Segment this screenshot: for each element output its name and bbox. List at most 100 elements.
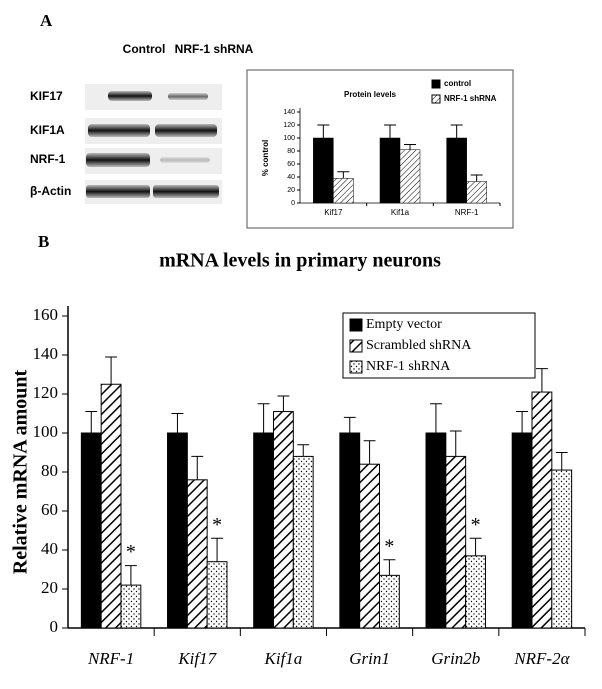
bar — [466, 181, 487, 204]
error-bar — [384, 124, 396, 138]
bar — [339, 432, 361, 629]
error-bar — [257, 403, 270, 433]
error-bar — [404, 144, 416, 150]
error-bar — [470, 174, 483, 182]
y-tick-label: 120 — [33, 383, 59, 402]
legend-label: Empty vector — [366, 317, 442, 332]
legend-label: NRF-1 shRNA — [444, 94, 497, 103]
legend-swatch — [349, 339, 363, 353]
y-tick-label: 80 — [287, 148, 295, 155]
error-bar — [343, 416, 356, 433]
x-tick-label: NRF-1 — [87, 649, 134, 668]
y-tick-label: 140 — [33, 344, 59, 363]
x-tick-label: Kif17 — [177, 649, 217, 668]
error-bar — [383, 559, 396, 576]
blot-row: NRF-1 — [30, 152, 66, 166]
y-tick-label: 120 — [283, 122, 295, 129]
error-bar — [450, 124, 463, 138]
inset-frame — [246, 69, 514, 229]
legend-box — [342, 312, 536, 379]
error-bar — [85, 411, 98, 433]
error-bar — [363, 440, 376, 465]
y-tick-label: 100 — [33, 422, 59, 441]
bar — [253, 432, 275, 629]
bar — [186, 479, 208, 629]
error-bar — [191, 455, 204, 480]
y-tick-label: 40 — [41, 539, 58, 558]
significance: * — [471, 514, 481, 536]
bar — [206, 561, 228, 629]
bar — [100, 383, 122, 629]
chart-title: Protein levels — [344, 90, 397, 99]
error-bar — [555, 452, 568, 471]
bar — [511, 432, 533, 629]
bar — [446, 137, 467, 204]
legend-label: control — [444, 79, 471, 88]
bar — [120, 584, 142, 629]
x-tick-label: Kif1a — [264, 649, 303, 668]
y-tick-label: 20 — [287, 187, 295, 194]
significance: * — [126, 541, 136, 563]
error-bar — [211, 537, 224, 562]
error-bar — [429, 403, 442, 433]
error-bar — [124, 565, 137, 586]
bar — [313, 137, 334, 204]
blot-row: β-Actin — [30, 184, 71, 198]
error-bar — [317, 124, 330, 138]
y-axis-label: Relative mRNA amount — [10, 369, 32, 574]
bar — [379, 137, 401, 204]
bar — [551, 469, 573, 629]
blot-row: KIF1A — [30, 123, 65, 137]
panel-label: A — [40, 11, 53, 30]
x-tick-label: NRF-1 — [455, 208, 479, 217]
bar — [273, 411, 294, 629]
x-tick-label: Kif1a — [391, 208, 410, 217]
y-tick-label: 140 — [283, 109, 295, 116]
legend-swatch — [349, 318, 363, 332]
bar — [80, 432, 102, 629]
bar — [445, 455, 467, 629]
error-bar — [171, 413, 184, 433]
error-bar — [469, 537, 482, 556]
error-bar — [277, 395, 290, 412]
error-bar — [535, 368, 548, 393]
bar — [292, 455, 314, 629]
error-bar — [337, 171, 350, 179]
x-tick-label: NRF-2α — [513, 649, 570, 668]
x-tick-label: Grin1 — [349, 649, 390, 668]
y-tick-label: 20 — [41, 578, 58, 597]
legend-swatch — [431, 79, 441, 89]
legend-swatch — [349, 360, 363, 374]
blot-row: KIF17 — [30, 89, 63, 103]
blot-column: NRF-1 shRNA — [175, 42, 254, 56]
bar — [333, 178, 354, 204]
bar — [378, 574, 400, 629]
y-tick-label: 160 — [33, 305, 59, 324]
x-tick-label: Kif17 — [324, 208, 343, 217]
error-bar — [105, 356, 118, 385]
error-bar — [297, 444, 310, 457]
legend-label: Scrambled shRNA — [366, 338, 472, 353]
bar — [359, 463, 380, 629]
legend-swatch — [431, 94, 441, 104]
y-tick-label: 40 — [287, 174, 295, 181]
chart-title: mRNA levels in primary neurons — [159, 250, 441, 272]
blot-column: Control — [123, 42, 166, 56]
y-tick-label: 0 — [50, 617, 59, 636]
error-bar — [449, 430, 462, 457]
y-tick-label: 0 — [291, 200, 295, 207]
y-tick-label: 60 — [41, 500, 58, 519]
bar — [425, 432, 447, 629]
bar — [167, 432, 188, 629]
x-tick-label: Grin2b — [431, 649, 480, 668]
y-tick-label: 60 — [287, 161, 295, 168]
bar — [465, 555, 486, 629]
panel-label: B — [38, 232, 49, 251]
y-tick-label: 80 — [41, 461, 58, 480]
y-axis-label: % control — [261, 140, 270, 176]
significance: * — [384, 535, 394, 557]
significance: * — [212, 514, 222, 536]
legend-label: NRF-1 shRNA — [366, 359, 451, 374]
